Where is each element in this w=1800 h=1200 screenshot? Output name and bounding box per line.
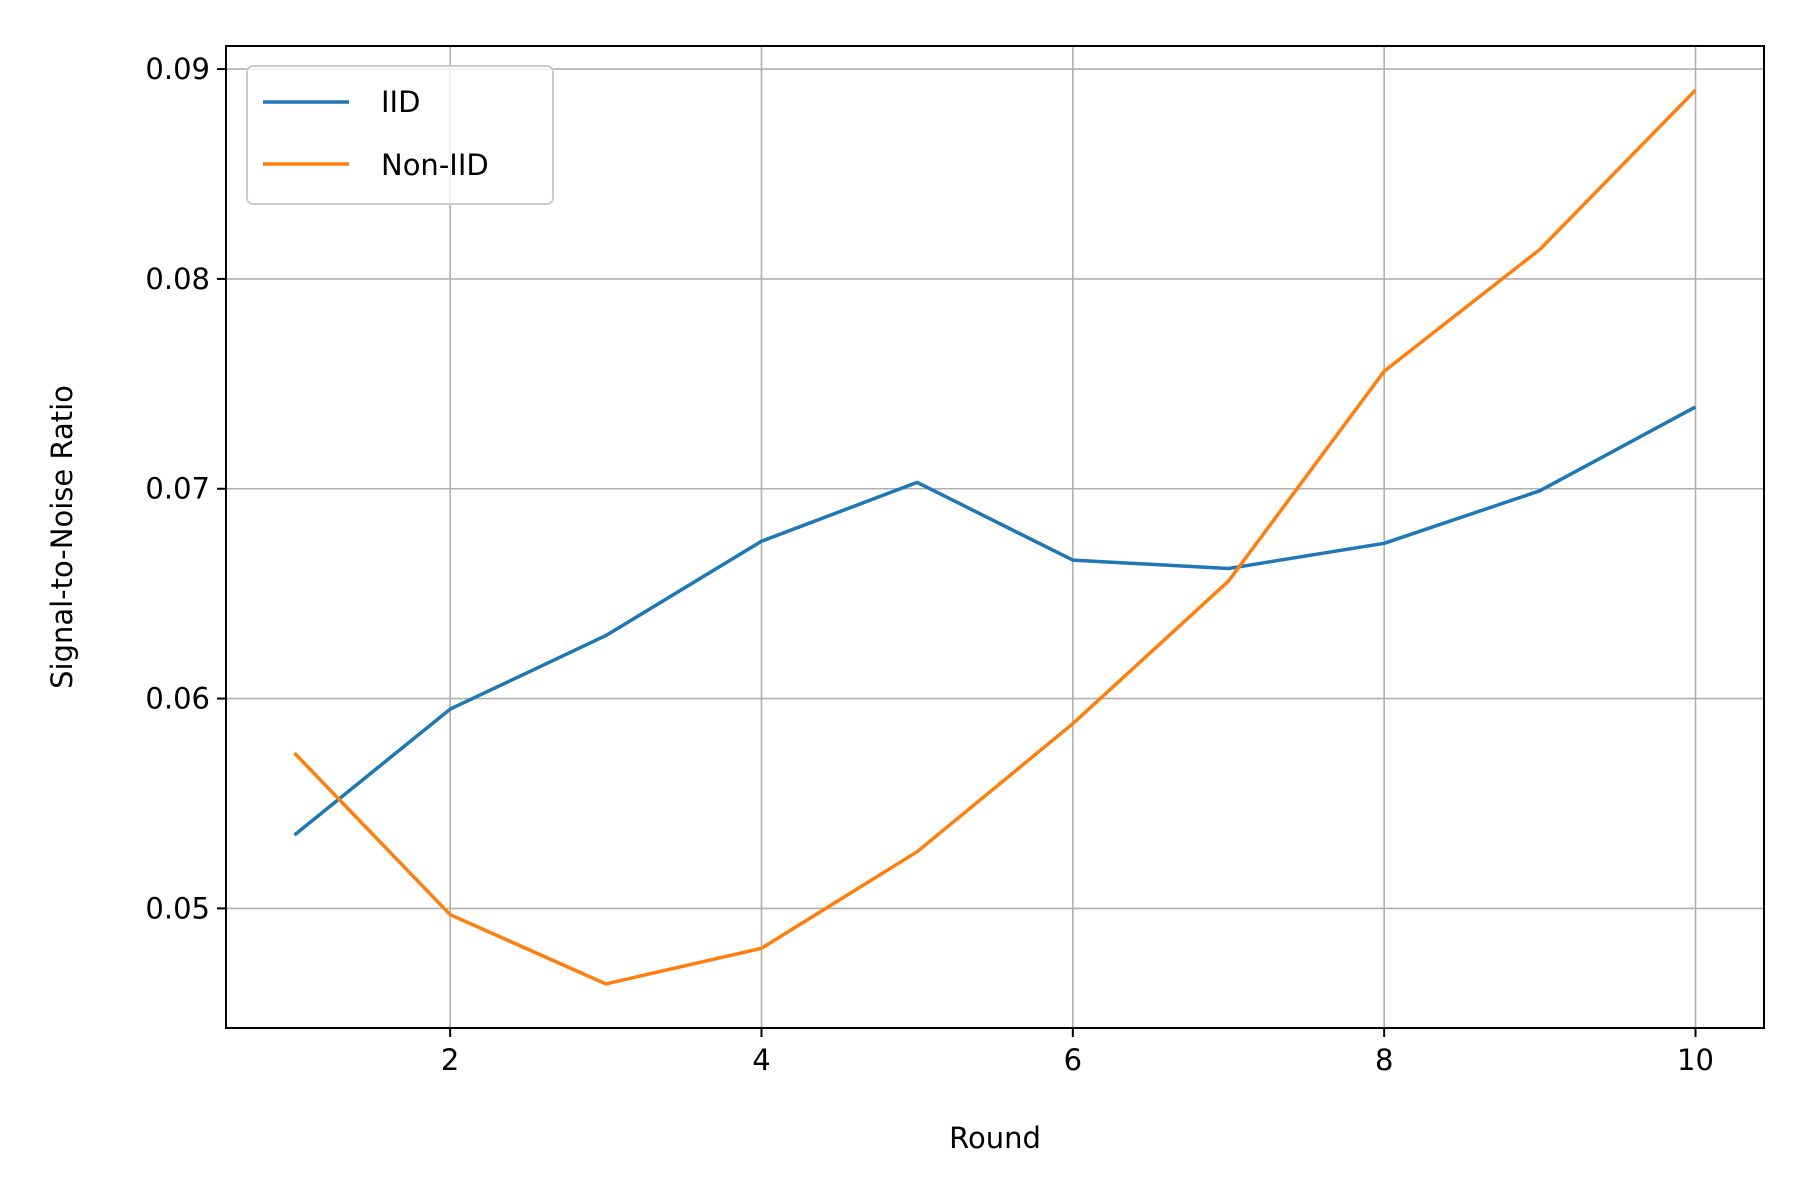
x-axis-label: Round xyxy=(949,1121,1041,1155)
x-tick-label: 10 xyxy=(1677,1043,1714,1077)
series-line-iid xyxy=(293,405,1697,837)
legend: IID Non-IID xyxy=(246,65,554,205)
y-axis-ticks: 0.05 0.06 0.07 0.08 0.09 xyxy=(145,52,226,925)
y-axis-label: Signal-to-Noise Ratio xyxy=(45,385,79,689)
x-tick-label: 4 xyxy=(752,1043,770,1077)
series-lines xyxy=(293,88,1697,986)
y-tick-label: 0.05 xyxy=(145,891,210,925)
y-tick-label: 0.09 xyxy=(145,52,210,86)
legend-label-non-iid: Non-IID xyxy=(381,148,489,182)
plot-area xyxy=(226,46,1764,1028)
y-tick-label: 0.07 xyxy=(145,472,210,506)
legend-label-iid: IID xyxy=(381,85,420,119)
y-tick-label: 0.06 xyxy=(145,682,210,716)
x-tick-label: 8 xyxy=(1375,1043,1393,1077)
axes-frame xyxy=(225,45,1765,1029)
x-axis-ticks: 2 4 6 8 10 xyxy=(441,1028,1714,1077)
series-line-non-iid xyxy=(293,88,1697,986)
x-tick-label: 2 xyxy=(441,1043,459,1077)
x-tick-label: 6 xyxy=(1064,1043,1082,1077)
grid xyxy=(226,46,1764,1028)
axes-background xyxy=(226,46,1764,1028)
y-tick-label: 0.08 xyxy=(145,262,210,296)
